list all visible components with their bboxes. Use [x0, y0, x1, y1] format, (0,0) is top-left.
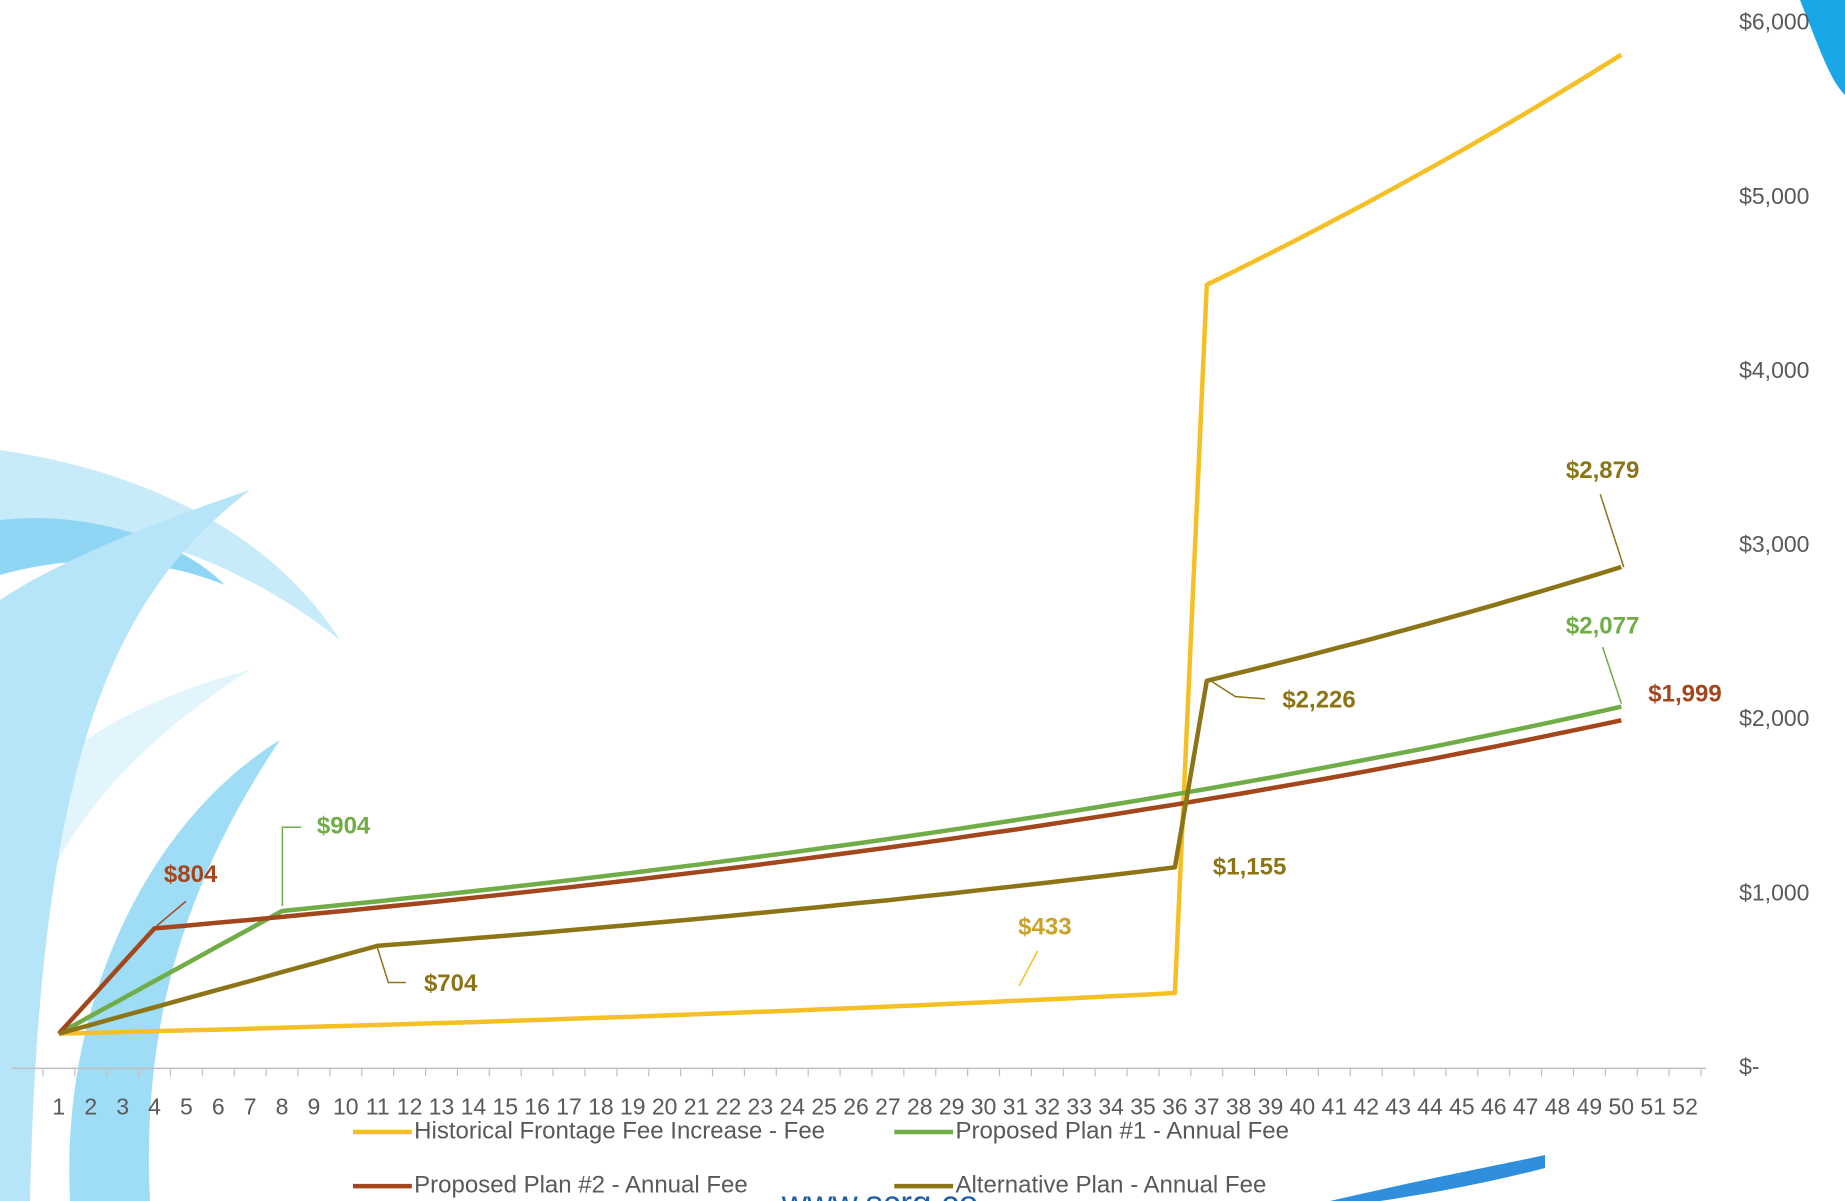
- x-tick-label: 19: [620, 1093, 646, 1119]
- x-tick-label: 16: [524, 1093, 550, 1119]
- x-tick-label: 14: [461, 1093, 487, 1119]
- x-tick-label: 21: [684, 1093, 710, 1119]
- x-tick-label: 11: [366, 1093, 390, 1119]
- x-tick-label: 6: [212, 1093, 225, 1119]
- swoosh: [0, 490, 250, 1201]
- x-tick-label: 23: [748, 1093, 774, 1119]
- y-tick-label: $5,000: [1739, 183, 1809, 209]
- x-tick-label: 1: [52, 1093, 65, 1119]
- x-tick-label: 48: [1545, 1093, 1571, 1119]
- x-tick-label: 26: [843, 1093, 869, 1119]
- x-tick-label: 42: [1353, 1093, 1379, 1119]
- x-tick-label: 33: [1066, 1093, 1092, 1119]
- legend-label: Proposed Plan #2 - Annual Fee: [414, 1171, 748, 1198]
- swoosh: [69, 740, 280, 1201]
- x-tick-label: 24: [779, 1093, 805, 1119]
- legend-label: Alternative Plan - Annual Fee: [955, 1171, 1266, 1198]
- x-tick-label: 37: [1194, 1093, 1220, 1119]
- x-tick-label: 44: [1417, 1093, 1443, 1119]
- x-tick-label: 5: [180, 1093, 193, 1119]
- x-tick-label: 50: [1609, 1093, 1635, 1119]
- x-tick-label: 45: [1449, 1093, 1475, 1119]
- x-tick-label: 27: [875, 1093, 901, 1119]
- x-tick-label: 18: [588, 1093, 614, 1119]
- data-label: $1,999: [1648, 681, 1721, 708]
- x-tick-label: 29: [939, 1093, 965, 1119]
- x-tick-label: 4: [148, 1093, 161, 1119]
- data-label: $433: [1018, 914, 1071, 941]
- series-line: [57, 718, 1622, 1036]
- x-tick-label: 47: [1513, 1093, 1539, 1119]
- leader-line: [1601, 646, 1623, 704]
- x-tick-label: 52: [1672, 1093, 1698, 1119]
- y-tick-label: $6,000: [1739, 9, 1809, 35]
- x-tick-label: 40: [1290, 1093, 1316, 1119]
- x-tick-label: 43: [1385, 1093, 1411, 1119]
- y-tick-label: $4,000: [1739, 357, 1809, 383]
- swoosh: [1330, 1155, 1545, 1201]
- watermark: www.scrg.co: [781, 1184, 978, 1201]
- x-tick-label: 20: [652, 1093, 678, 1119]
- x-tick-label: 8: [276, 1093, 289, 1119]
- x-tick-label: 12: [397, 1093, 423, 1119]
- x-tick-label: 34: [1098, 1093, 1124, 1119]
- leader-line: [156, 900, 187, 927]
- x-tick-label: 36: [1162, 1093, 1188, 1119]
- leader-line: [1018, 950, 1039, 987]
- x-tick-label: 15: [492, 1093, 518, 1119]
- x-tick-label: 51: [1640, 1093, 1666, 1119]
- swoosh: [1800, 0, 1845, 95]
- y-tick-label: $3,000: [1739, 531, 1809, 557]
- legend-label: Historical Frontage Fee Increase - Fee: [414, 1117, 825, 1144]
- y-tick-label: $2,000: [1739, 705, 1809, 731]
- leader-line: [375, 944, 406, 984]
- x-tick-label: 25: [811, 1093, 837, 1119]
- leader-line: [1599, 493, 1625, 568]
- data-label: $2,077: [1566, 613, 1639, 640]
- series-line: [57, 704, 1622, 1036]
- y-tick-label: $-: [1739, 1053, 1759, 1079]
- x-tick-label: 35: [1130, 1093, 1156, 1119]
- x-tick-label: 30: [971, 1093, 997, 1119]
- series-line: [58, 52, 1623, 1036]
- x-tick-label: 22: [716, 1093, 742, 1119]
- x-tick-label: 10: [333, 1093, 359, 1119]
- x-tick-label: 41: [1322, 1093, 1348, 1119]
- x-tick-label: 28: [907, 1093, 933, 1119]
- x-tick-label: 2: [84, 1093, 97, 1119]
- data-label: $904: [317, 813, 371, 840]
- data-label: $1,155: [1213, 854, 1286, 881]
- legend-label: Proposed Plan #1 - Annual Fee: [955, 1117, 1289, 1144]
- x-tick-label: 38: [1226, 1093, 1252, 1119]
- x-tick-label: 3: [116, 1093, 129, 1119]
- x-tick-label: 13: [429, 1093, 455, 1119]
- x-tick-label: 32: [1035, 1093, 1061, 1119]
- x-tick-label: 49: [1577, 1093, 1603, 1119]
- x-tick-label: 17: [556, 1093, 582, 1119]
- x-tick-label: 46: [1481, 1093, 1507, 1119]
- data-label: $704: [424, 970, 478, 997]
- x-tick-label: 39: [1258, 1093, 1284, 1119]
- x-tick-label: 9: [308, 1093, 321, 1119]
- swoosh: [0, 670, 250, 900]
- data-label: $2,226: [1282, 687, 1355, 714]
- leader-line: [1209, 679, 1265, 700]
- y-tick-label: $1,000: [1739, 879, 1809, 905]
- data-label: $804: [164, 861, 218, 888]
- x-tick-label: 7: [244, 1093, 257, 1119]
- series-line: [58, 564, 1622, 1036]
- data-label: $2,879: [1566, 457, 1639, 484]
- x-tick-label: 31: [1003, 1093, 1029, 1119]
- leader-line: [281, 826, 302, 907]
